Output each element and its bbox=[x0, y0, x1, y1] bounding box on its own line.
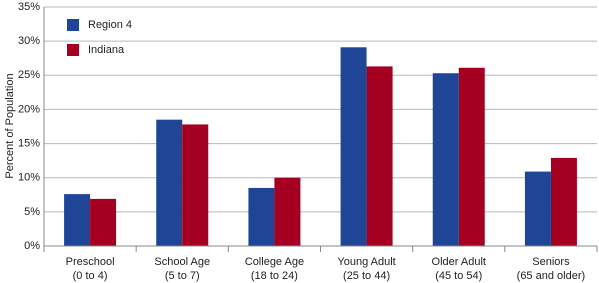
y-axis-title: Percent of Population bbox=[4, 73, 16, 178]
y-tick-label: 35% bbox=[18, 1, 40, 13]
x-tick-label: School Age (5 to 7) bbox=[154, 256, 210, 282]
legend-swatch bbox=[67, 19, 79, 31]
bar bbox=[248, 187, 275, 246]
bar bbox=[524, 171, 551, 246]
x-tick-label: Seniors (65 and older) bbox=[517, 256, 586, 282]
x-tick-label: College Age (18 to 24) bbox=[245, 256, 304, 282]
x-tick-label: Older Adult (45 to 54) bbox=[432, 256, 486, 282]
x-tick-label: Preschool (0 to 4) bbox=[66, 256, 115, 282]
bar bbox=[340, 47, 367, 246]
legend-label: Indiana bbox=[88, 44, 125, 56]
y-tick-label: 10% bbox=[18, 172, 40, 184]
bar bbox=[458, 67, 485, 246]
y-tick-label: 30% bbox=[18, 35, 40, 47]
bar bbox=[550, 157, 577, 246]
y-tick-label: 5% bbox=[24, 206, 40, 218]
bar bbox=[90, 198, 117, 246]
y-tick-label: 0% bbox=[24, 240, 40, 252]
bar bbox=[64, 194, 91, 246]
x-tick-label: Young Adult (25 to 44) bbox=[337, 256, 395, 282]
legend-swatch bbox=[67, 44, 79, 56]
y-tick-label: 25% bbox=[18, 69, 40, 81]
bar bbox=[366, 66, 393, 246]
y-tick-label: 20% bbox=[18, 103, 40, 115]
legend-label: Region 4 bbox=[88, 19, 132, 31]
bar bbox=[274, 177, 301, 246]
bar bbox=[182, 124, 209, 246]
bar bbox=[432, 73, 459, 246]
bar bbox=[156, 119, 183, 246]
y-tick-label: 15% bbox=[18, 137, 40, 149]
